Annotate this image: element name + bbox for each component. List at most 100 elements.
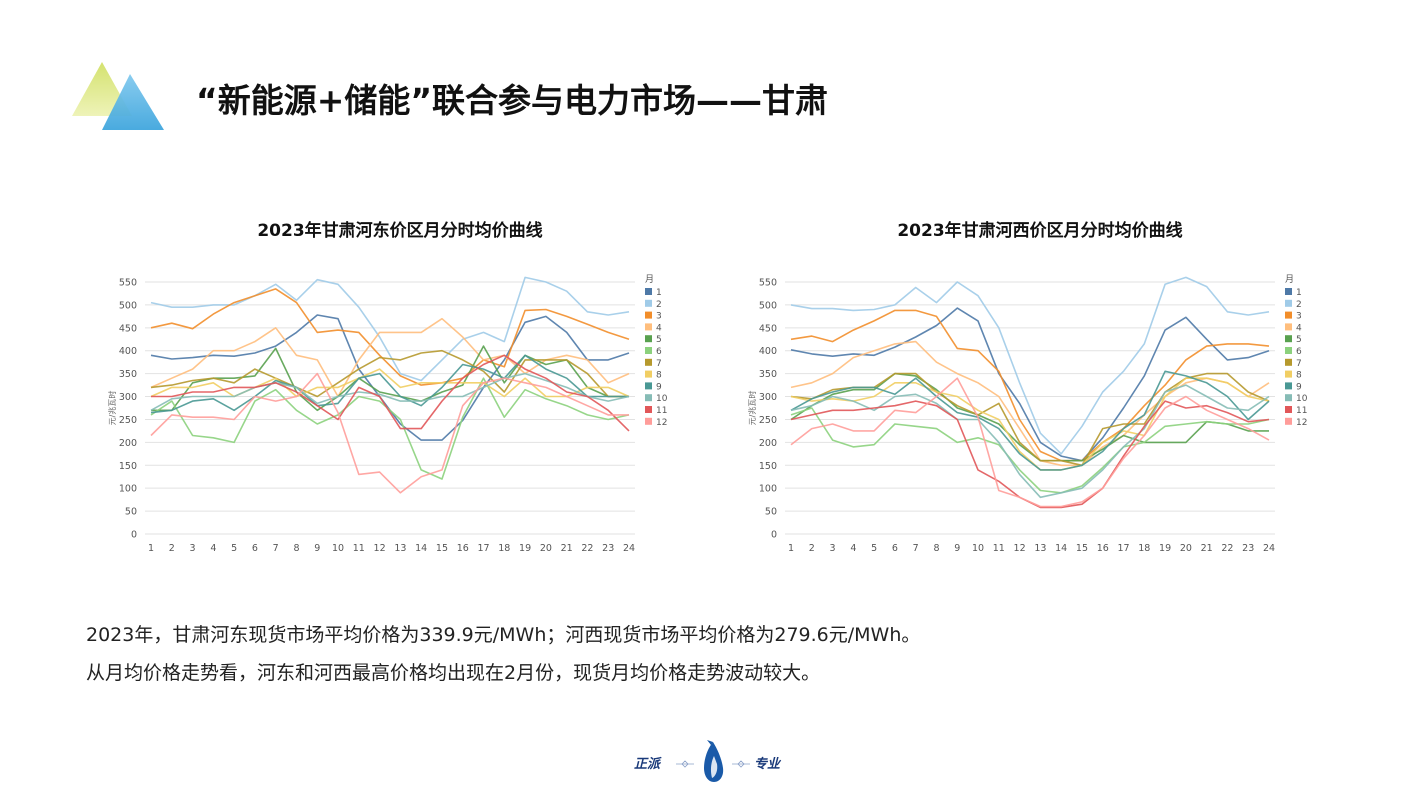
triangles-logo-icon bbox=[72, 62, 164, 130]
x-tick-label: 11 bbox=[353, 543, 365, 554]
legend-label-7: 7 bbox=[656, 359, 662, 369]
x-tick-label: 14 bbox=[1055, 543, 1067, 554]
y-tick-label: 300 bbox=[119, 392, 137, 403]
page-title: “新能源+储能”联合参与电力市场——甘肃 bbox=[196, 81, 829, 120]
series-line-5 bbox=[790, 372, 1269, 462]
x-tick-label: 6 bbox=[252, 543, 258, 554]
footer-left-text: 正派 bbox=[634, 756, 662, 772]
x-tick-label: 16 bbox=[457, 543, 469, 554]
x-tick-label: 18 bbox=[1138, 543, 1150, 554]
series-line-6 bbox=[150, 377, 630, 480]
y-tick-label: 0 bbox=[131, 530, 137, 541]
y-tick-label: 50 bbox=[125, 507, 137, 518]
x-tick-label: 13 bbox=[1034, 543, 1046, 554]
x-tick-label: 24 bbox=[623, 543, 635, 554]
legend-label-8: 8 bbox=[1296, 371, 1302, 381]
y-tick-label: 200 bbox=[119, 438, 137, 449]
x-tick-label: 19 bbox=[1159, 543, 1171, 554]
x-tick-label: 11 bbox=[993, 543, 1005, 554]
legend-label-8: 8 bbox=[656, 371, 662, 381]
x-tick-label: 7 bbox=[913, 543, 919, 554]
legend-label-2: 2 bbox=[656, 300, 662, 310]
legend-label-5: 5 bbox=[1296, 335, 1302, 345]
legend-swatch-11 bbox=[1285, 406, 1292, 413]
legend-swatch-6 bbox=[645, 347, 652, 354]
x-tick-label: 21 bbox=[561, 543, 573, 554]
x-tick-label: 2 bbox=[169, 543, 175, 554]
y-tick-label: 0 bbox=[771, 530, 777, 541]
legend-label-6: 6 bbox=[1296, 347, 1302, 357]
x-tick-label: 10 bbox=[972, 543, 984, 554]
series-line-5 bbox=[151, 345, 629, 412]
x-tick-label: 2 bbox=[809, 543, 815, 554]
footer-right-text: 专业 bbox=[754, 756, 782, 772]
x-tick-label: 5 bbox=[231, 543, 237, 554]
series-line-11 bbox=[151, 354, 630, 432]
x-tick-label: 14 bbox=[415, 543, 427, 554]
x-tick-label: 22 bbox=[581, 543, 593, 554]
legend-label-9: 9 bbox=[656, 382, 662, 392]
y-tick-label: 500 bbox=[119, 300, 137, 311]
x-tick-label: 22 bbox=[1221, 543, 1233, 554]
y-tick-label: 550 bbox=[119, 278, 137, 289]
legend-swatch-7 bbox=[645, 358, 652, 366]
x-tick-label: 20 bbox=[1180, 543, 1192, 554]
x-tick-label: 12 bbox=[1014, 543, 1026, 554]
legend-swatch-7 bbox=[1285, 358, 1292, 366]
series-line-4 bbox=[790, 340, 1270, 467]
y-axis-label: 元/兆瓦时 bbox=[747, 391, 757, 426]
y-tick-label: 50 bbox=[765, 507, 777, 518]
y-tick-label: 550 bbox=[759, 278, 777, 289]
x-tick-label: 17 bbox=[1117, 543, 1129, 554]
legend-label-3: 3 bbox=[656, 312, 662, 322]
legend-swatch-9 bbox=[645, 382, 652, 390]
chart-title-hexi: 2023年甘肃河西价区月分时均价曲线 bbox=[897, 221, 1183, 241]
legend-swatch-5 bbox=[1285, 335, 1292, 343]
x-tick-label: 1 bbox=[148, 543, 154, 554]
y-tick-label: 100 bbox=[119, 484, 137, 495]
x-tick-label: 19 bbox=[519, 543, 531, 554]
series-line-12 bbox=[150, 372, 629, 494]
y-tick-label: 250 bbox=[119, 415, 137, 426]
y-tick-label: 400 bbox=[119, 346, 137, 357]
x-tick-label: 9 bbox=[314, 543, 320, 554]
x-tick-label: 18 bbox=[498, 543, 510, 554]
series-line-11 bbox=[790, 400, 1270, 509]
legend-label-12: 12 bbox=[1296, 418, 1307, 428]
legend-swatch-2 bbox=[645, 299, 652, 307]
x-tick-label: 10 bbox=[332, 543, 344, 554]
legend-swatch-10 bbox=[1285, 394, 1292, 402]
x-tick-label: 12 bbox=[374, 543, 386, 554]
y-tick-label: 250 bbox=[759, 415, 777, 426]
x-tick-label: 3 bbox=[830, 543, 836, 554]
legend-swatch-4 bbox=[645, 323, 652, 331]
y-tick-label: 500 bbox=[759, 300, 777, 311]
legend-label-1: 1 bbox=[656, 288, 662, 298]
legend-swatch-5 bbox=[645, 335, 652, 343]
legend-swatch-9 bbox=[1285, 382, 1292, 390]
series-line-8 bbox=[150, 368, 630, 398]
legend-swatch-12 bbox=[1285, 417, 1292, 425]
x-tick-label: 6 bbox=[892, 543, 898, 554]
x-tick-label: 23 bbox=[1242, 543, 1254, 554]
x-tick-label: 17 bbox=[477, 543, 489, 554]
summary-line-1: 2023年，甘肃河东现货市场平均价格为339.9元/MWh；河西现货市场平均价格… bbox=[86, 624, 921, 646]
series-line-6 bbox=[790, 407, 1270, 494]
x-tick-label: 16 bbox=[1097, 543, 1109, 554]
y-tick-label: 150 bbox=[759, 461, 777, 472]
y-tick-label: 100 bbox=[759, 484, 777, 495]
x-tick-label: 8 bbox=[933, 543, 939, 554]
y-tick-label: 200 bbox=[759, 438, 777, 449]
legend-swatch-1 bbox=[645, 288, 652, 295]
legend-swatch-4 bbox=[1285, 323, 1292, 331]
legend-swatch-12 bbox=[645, 417, 652, 425]
x-tick-label: 15 bbox=[436, 543, 448, 554]
series-line-10 bbox=[150, 372, 630, 412]
footer-left-ornament-icon bbox=[676, 760, 694, 768]
legend-label-1: 1 bbox=[1296, 288, 1302, 298]
series-line-12 bbox=[790, 377, 1270, 508]
x-tick-label: 24 bbox=[1263, 543, 1275, 554]
legend-title: 月 bbox=[1285, 274, 1294, 285]
